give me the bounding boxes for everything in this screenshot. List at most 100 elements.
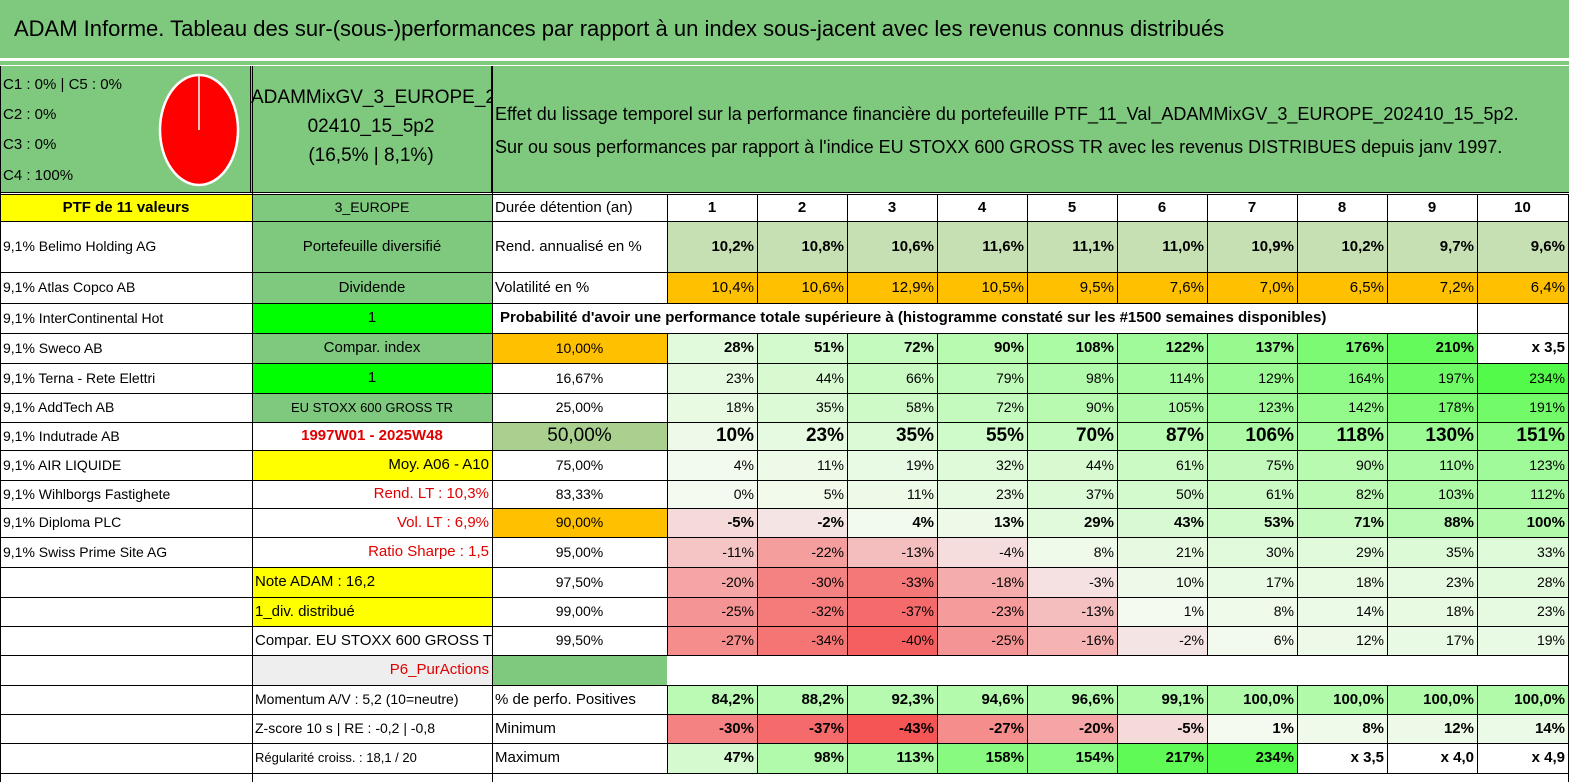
probability-value: 12% xyxy=(1297,626,1387,655)
grid-line xyxy=(1117,597,1118,626)
grid-line xyxy=(0,567,1569,568)
param-cell: Momentum A/V : 5,2 (10=neutre) xyxy=(255,691,459,707)
probability-value: 197% xyxy=(1387,363,1477,393)
grid-line xyxy=(1297,626,1298,655)
minimum-value: 12% xyxy=(1387,714,1477,743)
grid-line xyxy=(0,221,1569,222)
grid-line xyxy=(252,66,253,782)
grid-line xyxy=(1207,714,1208,743)
grid-line xyxy=(1387,422,1388,450)
grid-line xyxy=(847,567,848,597)
grid-line xyxy=(1387,508,1388,537)
grid-line xyxy=(0,192,1569,193)
grid-line xyxy=(1027,272,1028,303)
grid-line xyxy=(1297,272,1298,303)
grid-line xyxy=(0,450,1569,451)
probability-value: -30% xyxy=(757,567,847,597)
grid-line xyxy=(1477,537,1478,567)
grid-line xyxy=(0,422,1569,423)
composition-line-1: C1 : 0% | C5 : 0% xyxy=(3,76,122,93)
probability-value: 70% xyxy=(1027,422,1117,450)
grid-line xyxy=(757,450,758,480)
probability-value: -13% xyxy=(1027,597,1117,626)
maximum-value: x 3,5 xyxy=(1297,743,1387,773)
grid-line xyxy=(1117,714,1118,743)
param-cell: Compar. EU STOXX 600 GROSS TR xyxy=(255,632,492,649)
grid-line xyxy=(0,480,1569,481)
param-cell: 1997W01 - 2025W48 xyxy=(301,427,443,444)
probability-value: 18% xyxy=(667,393,757,422)
grid-line xyxy=(1207,363,1208,393)
grid-line xyxy=(0,655,1569,656)
grid-line xyxy=(1477,393,1478,422)
percentile-label: 83,33% xyxy=(555,486,604,502)
grid-line xyxy=(1387,743,1388,773)
portfolio-name-line-2: 02410_15_5p2 xyxy=(307,116,435,137)
probability-value: -13% xyxy=(847,537,937,567)
probability-value: 72% xyxy=(847,333,937,363)
probability-value: 32% xyxy=(937,450,1027,480)
percentile-label: 95,00% xyxy=(555,544,604,560)
grid-line xyxy=(667,597,668,626)
rend-value: 10,8% xyxy=(757,221,847,272)
grid-line xyxy=(757,393,758,422)
grid-line xyxy=(1027,508,1028,537)
holding-row: 9,1% Terna - Rete Elettri xyxy=(3,370,156,386)
grid-line xyxy=(1387,567,1388,597)
grid-line xyxy=(0,303,1569,304)
vol-value: 10,4% xyxy=(667,272,757,303)
probability-value: 23% xyxy=(757,422,847,450)
rend-label: Rend. annualisé en % xyxy=(495,238,642,255)
grid-line xyxy=(937,480,938,508)
probability-value: 29% xyxy=(1297,537,1387,567)
probability-value: 151% xyxy=(1477,422,1568,450)
grid-line xyxy=(847,508,848,537)
grid-line xyxy=(667,567,668,597)
grid-line xyxy=(1027,363,1028,393)
vol-value: 12,9% xyxy=(847,272,937,303)
grid-line xyxy=(1387,194,1388,221)
probability-value: 55% xyxy=(937,422,1027,450)
rend-value: 10,6% xyxy=(847,221,937,272)
grid-line xyxy=(1117,194,1118,221)
rend-value: 11,0% xyxy=(1117,221,1207,272)
probability-value: -37% xyxy=(847,597,937,626)
grid-line xyxy=(1027,714,1028,743)
grid-line xyxy=(1297,567,1298,597)
probability-value: 10% xyxy=(1117,567,1207,597)
composition-line-4: C4 : 100% xyxy=(3,167,74,184)
probability-value: 19% xyxy=(1477,626,1568,655)
grid-line xyxy=(937,714,938,743)
grid-line xyxy=(1207,597,1208,626)
probability-value: 28% xyxy=(667,333,757,363)
year-header: 1 xyxy=(707,199,717,216)
composition-pie-chart xyxy=(158,73,240,187)
percentile-label: 10,00% xyxy=(492,333,667,363)
grid-line xyxy=(1207,508,1208,537)
probability-value: 112% xyxy=(1477,480,1568,508)
percentile-label: 99,50% xyxy=(555,632,604,648)
grid-line xyxy=(847,333,848,363)
holding-row: 9,1% AddTech AB xyxy=(3,399,115,415)
grid-line xyxy=(1477,272,1478,303)
grid-line xyxy=(1387,685,1388,714)
grid-line xyxy=(1297,714,1298,743)
portfolio-name: ADAMMixGV_3_EUROPE_2 02410_15_5p2 (16,5%… xyxy=(251,66,492,192)
stat-label: Maximum xyxy=(495,749,561,766)
description-line-2: Sur ou sous performances par rapport à l… xyxy=(495,137,1503,157)
grid-line xyxy=(1027,597,1028,626)
probability-value: 11% xyxy=(847,480,937,508)
portfolio-name-line-3: (16,5% | 8,1%) xyxy=(308,145,434,166)
grid-line xyxy=(0,333,1569,334)
grid-line xyxy=(937,393,938,422)
grid-line xyxy=(1477,743,1478,773)
vol-value: 6,4% xyxy=(1477,272,1568,303)
grid-line xyxy=(1297,508,1298,537)
stat-label: % de perfo. Positives xyxy=(495,691,636,708)
grid-line xyxy=(1387,626,1388,655)
probability-value: 8% xyxy=(1207,597,1297,626)
grid-line xyxy=(667,393,668,422)
probability-value: 191% xyxy=(1477,393,1568,422)
param-cell: Rend. LT : 10,3% xyxy=(373,485,489,502)
probability-value: 123% xyxy=(1207,393,1297,422)
